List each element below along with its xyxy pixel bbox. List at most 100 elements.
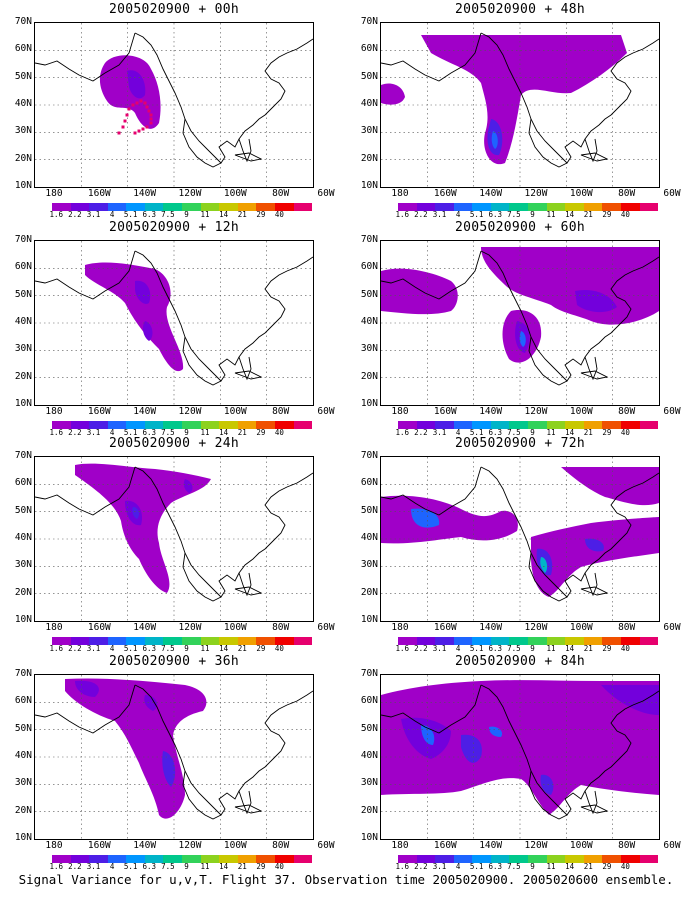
colorbar-level-label: 40 [620, 862, 630, 871]
variance-contour [135, 280, 151, 304]
colorbar-level-label: 7.5 [161, 428, 175, 437]
colorbar-level-label: 3.1 [86, 428, 101, 437]
colorbar-level-label: 9 [530, 428, 535, 437]
coastline [480, 466, 659, 598]
colorbar-level-label: 1.6 [49, 210, 64, 219]
colorbar-level-label: 40 [274, 644, 284, 653]
lat-tick-label: 70N [360, 450, 378, 461]
panel-title: 2005020900 + 48h [454, 2, 586, 17]
coastline [35, 250, 136, 300]
lon-tick-label: 180 [391, 622, 409, 633]
variance-contour [75, 680, 99, 697]
lat-tick-label: 50N [360, 722, 378, 734]
colorbar-level-label: 11 [200, 862, 210, 871]
colorbar-level-label: 9 [184, 210, 189, 219]
coastline [238, 138, 252, 163]
colorbar-swatch [163, 421, 183, 429]
colorbar-swatch [528, 637, 547, 645]
lat-tick-label: 10N [360, 180, 378, 191]
map-plot-area [380, 22, 660, 188]
lat-tick-label: 30N [14, 559, 32, 571]
lat-tick-label: 30N [14, 125, 32, 137]
lat-tick-label: 50N [14, 504, 32, 516]
coastline [134, 684, 313, 816]
colorbar-swatch [602, 421, 621, 429]
colorbar-level-label: 40 [274, 862, 284, 871]
lat-tick-label: 10N [14, 398, 32, 409]
colorbar-swatch [256, 203, 275, 211]
coastline [528, 118, 568, 168]
colorbar-swatch [70, 421, 90, 429]
colorbar-swatch [472, 421, 491, 429]
lon-tick-label: 80W [618, 840, 636, 851]
colorbar-level-label: 2.2 [414, 428, 428, 437]
colorbar-level-label: 9 [184, 862, 189, 871]
lon-tick-label: 140W [133, 406, 157, 417]
coastline [234, 370, 263, 380]
lon-tick-label: 100W [223, 840, 247, 851]
colorbar-swatch [528, 421, 547, 429]
colorbar-swatch [293, 421, 313, 429]
lat-tick-label: 60N [360, 261, 378, 273]
colorbar-swatch [89, 421, 108, 429]
lat-tick-label: 10N [14, 180, 32, 191]
lon-tick-label: 180 [45, 840, 63, 851]
coastline [182, 336, 222, 386]
colorbar-level-label: 1.6 [49, 428, 64, 437]
colorbar-swatch [565, 421, 584, 429]
lon-tick-label: 160W [433, 622, 457, 633]
lon-tick-label: 100W [223, 622, 247, 633]
map-panel: 2005020900 + 00h 70N 60N 50N 40N 30N 20N 10N 180… [0, 0, 346, 219]
lon-tick-label: 120W [178, 840, 202, 851]
colorbar-labels: 1.6 2.2 3.1 4 5.1 6.3 7.5 9 11 14 21 29 40 [393, 644, 635, 653]
colorbar-swatch [435, 421, 454, 429]
variance-contour [531, 517, 659, 597]
lat-tick-label: 30N [360, 559, 378, 571]
colorbar-swatch [639, 421, 659, 429]
lat-tick-label: 10N [360, 614, 378, 625]
coastline [580, 586, 609, 596]
panel-title: 2005020900 + 84h [454, 654, 586, 669]
lon-tick-label: 160W [87, 622, 111, 633]
colorbar-swatch [126, 203, 145, 211]
lon-tick-label: 60W [317, 406, 335, 417]
colorbar-labels: 1.6 2.2 3.1 4 5.1 6.3 7.5 9 11 14 21 29 40 [393, 428, 635, 437]
observation-point [133, 131, 137, 135]
lon-tick-label: 120W [524, 188, 548, 199]
coastline [35, 466, 136, 516]
colorbar-level-label: 40 [274, 428, 284, 437]
panel-title: 2005020900 + 12h [108, 220, 240, 235]
colorbar-swatch [89, 203, 108, 211]
lat-tick-label: 60N [360, 477, 378, 489]
lon-tick-label: 120W [524, 622, 548, 633]
colorbar-swatch [602, 203, 621, 211]
colorbar [398, 855, 659, 863]
colorbar-level-label: 21 [237, 644, 247, 653]
colorbar-level-label: 4 [109, 210, 115, 219]
lat-tick-label: 40N [360, 750, 378, 761]
lon-tick-label: 100W [569, 406, 593, 417]
colorbar-swatch [219, 203, 238, 211]
colorbar-level-label: 4 [109, 862, 115, 871]
lat-tick-label: 20N [14, 370, 32, 382]
variance-contour [381, 495, 518, 544]
colorbar-swatch [182, 421, 201, 429]
lat-tick-label: 20N [360, 152, 378, 164]
colorbar-level-label: 40 [620, 644, 630, 653]
lat-tick-label: 30N [360, 343, 378, 355]
colorbar-level-label: 40 [274, 210, 284, 219]
colorbar-swatch [472, 855, 491, 863]
colorbar-swatch [528, 855, 547, 863]
colorbar-swatch [453, 637, 473, 645]
coastline [234, 152, 263, 162]
variance-contour [540, 557, 548, 573]
colorbar-level-label: 1.6 [49, 862, 64, 871]
colorbar-level-label: 6.3 [142, 428, 157, 437]
observation-point [137, 129, 141, 133]
colorbar-swatch [509, 203, 529, 211]
colorbar-swatch [583, 203, 603, 211]
lat-tick-label: 60N [14, 477, 32, 489]
lon-tick-label: 180 [45, 188, 63, 199]
colorbar-swatch [472, 203, 491, 211]
map-panel: 2005020900 + 24h 70N 60N 50N 40N 30N 20N 10N 180… [0, 434, 346, 653]
